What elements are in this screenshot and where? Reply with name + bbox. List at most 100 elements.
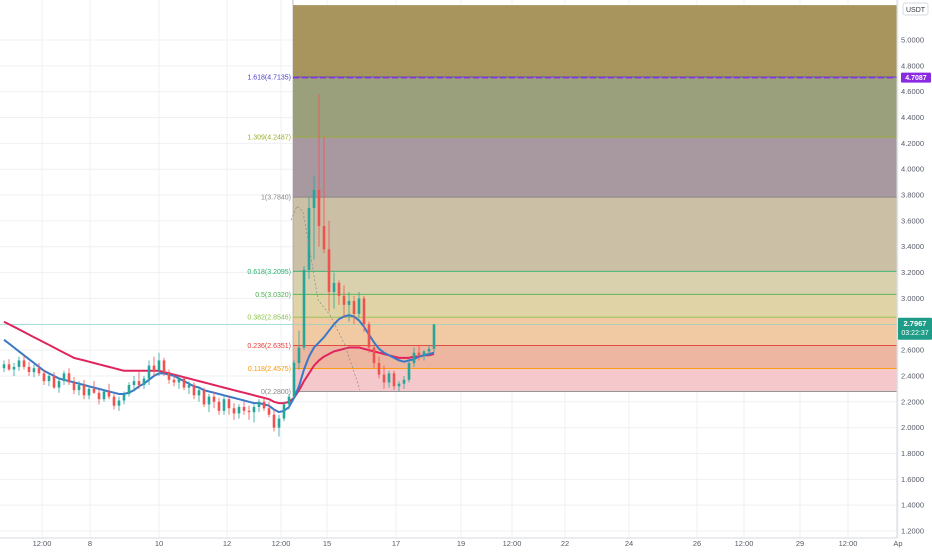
candle[interactable] xyxy=(432,324,436,349)
candle[interactable] xyxy=(422,351,426,356)
candle[interactable] xyxy=(72,382,76,391)
candle[interactable] xyxy=(47,375,51,382)
candle[interactable] xyxy=(27,366,31,373)
candle[interactable] xyxy=(397,383,401,387)
candle[interactable] xyxy=(202,390,206,405)
bar-countdown: 03:22:37 xyxy=(901,330,928,337)
candle[interactable] xyxy=(42,373,46,382)
candle[interactable] xyxy=(427,348,431,352)
price-tick-label: 3.2000 xyxy=(901,268,924,277)
candle[interactable] xyxy=(7,364,11,370)
candle[interactable] xyxy=(107,391,111,397)
candle[interactable] xyxy=(172,379,176,383)
candle[interactable] xyxy=(317,189,321,227)
candle[interactable] xyxy=(67,373,71,383)
candle[interactable] xyxy=(92,388,96,393)
candle[interactable] xyxy=(157,360,161,371)
candle[interactable] xyxy=(177,378,181,383)
candle[interactable] xyxy=(392,373,396,387)
candle[interactable] xyxy=(77,384,81,391)
candle[interactable] xyxy=(327,249,331,292)
price-tick-label: 2.0000 xyxy=(901,423,924,432)
candle[interactable] xyxy=(117,400,121,406)
candle[interactable] xyxy=(302,269,306,348)
candle[interactable] xyxy=(402,379,406,384)
time-tick-label: 24 xyxy=(625,539,633,548)
candle[interactable] xyxy=(242,406,246,411)
candle[interactable] xyxy=(377,363,381,375)
candle[interactable] xyxy=(367,324,371,348)
candle[interactable] xyxy=(192,384,196,396)
candle[interactable] xyxy=(282,404,286,419)
candle[interactable] xyxy=(182,378,186,388)
candle[interactable] xyxy=(57,381,61,388)
candle[interactable] xyxy=(352,301,356,314)
candle[interactable] xyxy=(347,301,351,305)
candlestick-series[interactable] xyxy=(2,94,436,437)
candle[interactable] xyxy=(267,408,271,415)
candle[interactable] xyxy=(82,384,86,396)
candle[interactable] xyxy=(207,396,211,405)
candle[interactable] xyxy=(372,347,376,364)
candle[interactable] xyxy=(122,394,126,401)
candle[interactable] xyxy=(292,363,296,397)
candle[interactable] xyxy=(137,381,141,385)
candle[interactable] xyxy=(307,207,311,270)
candle[interactable] xyxy=(287,396,291,405)
candle[interactable] xyxy=(382,374,386,383)
last-price-value: 2.7967 xyxy=(904,319,927,328)
candle[interactable] xyxy=(247,410,251,413)
candle[interactable] xyxy=(237,406,241,414)
candle[interactable] xyxy=(17,360,21,367)
candle[interactable] xyxy=(362,298,366,325)
candle[interactable] xyxy=(277,418,281,428)
candle[interactable] xyxy=(212,396,216,402)
currency-badge[interactable]: USDT xyxy=(902,2,929,16)
candle[interactable] xyxy=(272,414,276,428)
candle[interactable] xyxy=(297,347,301,364)
candle[interactable] xyxy=(142,378,146,385)
candle[interactable] xyxy=(152,365,156,371)
candle[interactable] xyxy=(22,360,26,367)
candle[interactable] xyxy=(102,391,106,400)
candle[interactable] xyxy=(257,401,261,407)
candle[interactable] xyxy=(357,298,361,314)
candle[interactable] xyxy=(197,390,201,396)
candle[interactable] xyxy=(12,366,16,370)
candle[interactable] xyxy=(187,384,191,388)
candle[interactable] xyxy=(262,401,266,409)
candle[interactable] xyxy=(222,399,226,411)
candle[interactable] xyxy=(127,384,131,395)
time-tick-label: 12:00 xyxy=(33,539,52,548)
candle[interactable] xyxy=(387,373,391,383)
candle[interactable] xyxy=(252,406,256,413)
candle[interactable] xyxy=(412,352,416,364)
candle[interactable] xyxy=(232,408,236,414)
candle[interactable] xyxy=(37,368,41,374)
candle[interactable] xyxy=(217,401,221,411)
ema-slow-line xyxy=(3,320,435,405)
candle[interactable] xyxy=(332,282,336,292)
candle[interactable] xyxy=(2,364,6,369)
candle[interactable] xyxy=(312,189,316,208)
candle[interactable] xyxy=(32,368,36,373)
candle[interactable] xyxy=(162,360,166,373)
candle[interactable] xyxy=(62,373,66,382)
candle[interactable] xyxy=(322,226,326,250)
candle[interactable] xyxy=(417,352,421,356)
candle[interactable] xyxy=(167,372,171,380)
candle[interactable] xyxy=(337,282,341,296)
candle[interactable] xyxy=(407,363,411,380)
time-tick-label: 12:00 xyxy=(735,539,754,548)
candle[interactable] xyxy=(52,375,56,388)
candle[interactable] xyxy=(87,388,91,396)
candle[interactable] xyxy=(112,396,116,406)
candle[interactable] xyxy=(147,365,151,379)
fibonacci-extension[interactable]: 1.618(4.7135) 1.309(4.2487) 1(3.7840) 0.618… xyxy=(0,0,897,396)
candle[interactable] xyxy=(342,295,346,305)
candle[interactable] xyxy=(132,381,136,385)
candle[interactable] xyxy=(227,399,231,409)
candle[interactable] xyxy=(97,392,101,400)
